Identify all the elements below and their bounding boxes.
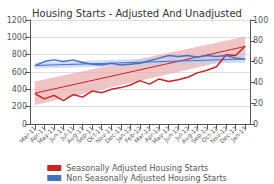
svg-text:Apr-12: Apr-12 (142, 124, 162, 144)
svg-text:Mar-11: Mar-11 (17, 124, 38, 145)
svg-text:Jan-12: Jan-12 (114, 124, 133, 143)
svg-text:20: 20 (253, 99, 263, 108)
svg-text:Aug-11: Aug-11 (65, 124, 86, 145)
svg-text:100: 100 (253, 16, 268, 25)
svg-text:0: 0 (22, 120, 27, 129)
svg-text:600: 600 (12, 68, 27, 77)
svg-text:80: 80 (253, 36, 263, 45)
svg-text:May-12: May-12 (150, 124, 172, 146)
svg-text:Jul-12: Jul-12 (173, 124, 191, 142)
svg-text:Dec-11: Dec-11 (103, 124, 124, 145)
svg-text:0: 0 (253, 120, 258, 129)
svg-text:Aug-12: Aug-12 (179, 124, 200, 145)
svg-text:Jun-11: Jun-11 (47, 124, 66, 143)
svg-text:Sep-12: Sep-12 (189, 124, 210, 145)
svg-text:Non Seasonally Adjusted Housin: Non Seasonally Adjusted Housing Starts (66, 174, 226, 183)
svg-text:Housing Starts - Adjusted And: Housing Starts - Adjusted And Unadjusted (32, 8, 242, 19)
svg-text:Feb-12: Feb-12 (123, 124, 143, 144)
svg-text:60: 60 (253, 57, 263, 66)
svg-text:800: 800 (12, 50, 27, 59)
svg-text:1000: 1000 (7, 33, 27, 42)
svg-text:Mar-12: Mar-12 (132, 124, 152, 145)
svg-text:Oct-11: Oct-11 (85, 124, 105, 144)
svg-text:200: 200 (12, 102, 27, 111)
svg-text:Oct-12: Oct-12 (199, 124, 219, 144)
svg-text:Jun-12: Jun-12 (162, 124, 181, 143)
svg-text:Jul-11: Jul-11 (58, 124, 76, 142)
svg-text:Apr-11: Apr-11 (27, 124, 47, 144)
svg-text:May-11: May-11 (35, 124, 57, 146)
svg-text:Seasonally Adjusted Housing St: Seasonally Adjusted Housing Starts (66, 164, 208, 173)
svg-text:Sep-11: Sep-11 (74, 124, 95, 145)
svg-text:Nov-12: Nov-12 (208, 124, 229, 145)
svg-text:400: 400 (12, 85, 27, 94)
svg-text:1200: 1200 (7, 16, 27, 25)
svg-text:Jan-13: Jan-13 (229, 124, 249, 144)
svg-text:Nov-11: Nov-11 (93, 124, 114, 145)
svg-text:Dec-12: Dec-12 (218, 124, 239, 145)
svg-text:40: 40 (253, 78, 263, 87)
